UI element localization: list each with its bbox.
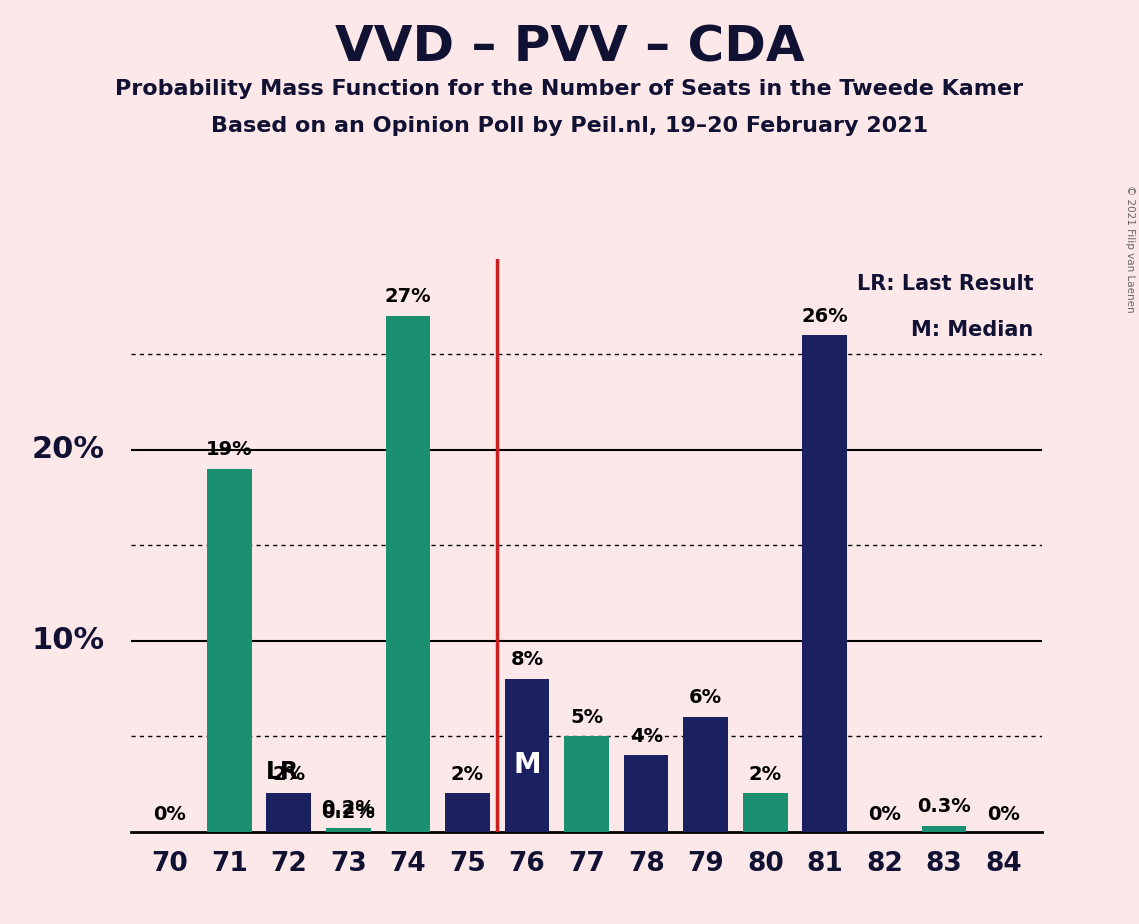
Text: M: Median: M: Median: [911, 320, 1033, 340]
Text: LR: Last Result: LR: Last Result: [857, 274, 1033, 294]
Bar: [921, 826, 966, 832]
Text: 2%: 2%: [272, 765, 305, 784]
Bar: [743, 794, 787, 832]
Text: 19%: 19%: [206, 440, 253, 459]
Text: 0%: 0%: [988, 805, 1019, 824]
Bar: [386, 316, 431, 832]
Text: 5%: 5%: [570, 708, 604, 726]
Text: LR: LR: [267, 760, 300, 784]
Text: Probability Mass Function for the Number of Seats in the Tweede Kamer: Probability Mass Function for the Number…: [115, 79, 1024, 99]
Text: 10%: 10%: [32, 626, 105, 655]
Text: 0.2%: 0.2%: [321, 799, 375, 819]
Bar: [207, 468, 252, 832]
Text: 2%: 2%: [748, 765, 781, 784]
Bar: [445, 794, 490, 832]
Text: 8%: 8%: [510, 650, 543, 669]
Text: 27%: 27%: [385, 287, 432, 307]
Text: 0%: 0%: [868, 805, 901, 824]
Bar: [803, 335, 847, 832]
Text: M: M: [514, 751, 541, 779]
Text: 4%: 4%: [630, 726, 663, 746]
Bar: [683, 717, 728, 832]
Text: © 2021 Filip van Laenen: © 2021 Filip van Laenen: [1125, 185, 1134, 312]
Bar: [624, 755, 669, 832]
Text: 0.2%: 0.2%: [321, 803, 375, 822]
Text: 2%: 2%: [451, 765, 484, 784]
Bar: [326, 828, 370, 832]
Text: 6%: 6%: [689, 688, 722, 708]
Bar: [267, 794, 311, 832]
Text: Based on an Opinion Poll by Peil.nl, 19–20 February 2021: Based on an Opinion Poll by Peil.nl, 19–…: [211, 116, 928, 136]
Text: VVD – PVV – CDA: VVD – PVV – CDA: [335, 23, 804, 71]
Text: 20%: 20%: [32, 435, 105, 464]
Text: 26%: 26%: [802, 307, 849, 325]
Text: 0.3%: 0.3%: [917, 797, 970, 816]
Bar: [505, 679, 549, 832]
Bar: [564, 736, 609, 832]
Text: 0%: 0%: [154, 805, 186, 824]
